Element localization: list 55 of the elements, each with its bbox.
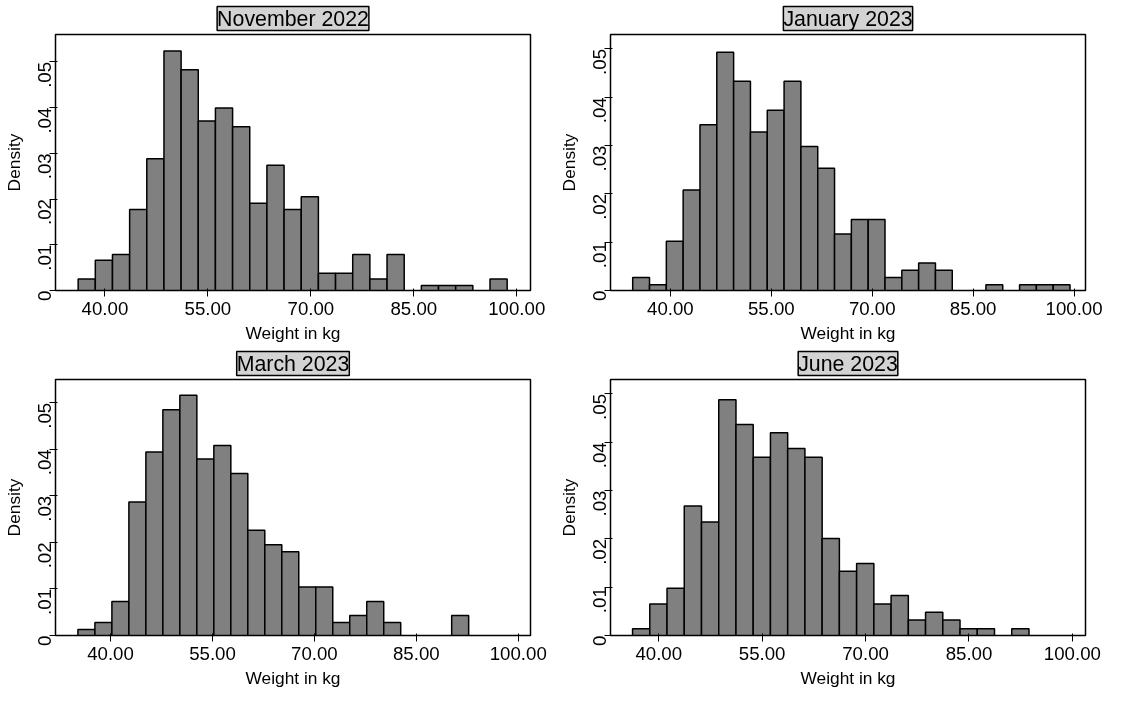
y-tick-label: .05 bbox=[34, 402, 55, 429]
x-tick-label: 70.00 bbox=[287, 297, 335, 319]
y-tick-label: .04 bbox=[589, 97, 610, 124]
x-tick-label: 55.00 bbox=[738, 642, 786, 664]
y-axis-title: Density bbox=[558, 478, 579, 537]
y-tick-label: .05 bbox=[34, 61, 55, 88]
y-tick-label: .03 bbox=[34, 495, 55, 522]
x-tick-label: 55.00 bbox=[189, 642, 236, 664]
x-tick-label: 70.00 bbox=[842, 642, 889, 664]
y-tick-label: 0 bbox=[589, 635, 610, 646]
x-tick-label: 55.00 bbox=[747, 297, 795, 319]
x-tick-label: 40.00 bbox=[635, 642, 683, 664]
x-tick-label: 70.00 bbox=[291, 642, 338, 664]
y-tick-label: .03 bbox=[589, 490, 610, 517]
y-tick-label: .04 bbox=[34, 107, 55, 134]
x-tick-label: 100.00 bbox=[489, 642, 547, 664]
x-tick-label: 85.00 bbox=[390, 297, 438, 319]
y-tick-label: .02 bbox=[34, 199, 55, 226]
y-axis-title: Density bbox=[3, 133, 24, 192]
y-tick-label: .01 bbox=[34, 244, 55, 271]
x-axis-title: Weight in kg bbox=[800, 322, 896, 343]
y-tick-label: .02 bbox=[34, 542, 55, 569]
y-tick-label: .02 bbox=[589, 193, 610, 220]
x-tick-label: 100.00 bbox=[1045, 297, 1103, 319]
y-tick-label: 0 bbox=[34, 635, 55, 646]
x-tick-label: 55.00 bbox=[184, 297, 232, 319]
y-tick-label: .05 bbox=[589, 48, 610, 75]
y-tick-label: .04 bbox=[34, 449, 55, 476]
x-axis-title: Weight in kg bbox=[245, 667, 341, 688]
x-tick-label: 100.00 bbox=[488, 297, 546, 319]
chart-title: January 2023 bbox=[783, 6, 913, 31]
x-tick-label: 85.00 bbox=[945, 642, 993, 664]
x-tick-label: 85.00 bbox=[949, 297, 997, 319]
x-axis-title: Weight in kg bbox=[245, 322, 341, 343]
y-tick-label: .03 bbox=[589, 145, 610, 172]
y-tick-label: 0 bbox=[589, 290, 610, 301]
chart-title: November 2022 bbox=[217, 6, 369, 31]
y-axis-title: Density bbox=[3, 478, 24, 537]
y-tick-label: .01 bbox=[589, 587, 610, 614]
x-tick-label: 40.00 bbox=[87, 642, 134, 664]
y-tick-label: .01 bbox=[34, 588, 55, 615]
y-tick-label: .01 bbox=[589, 242, 610, 269]
x-tick-label: 70.00 bbox=[848, 297, 896, 319]
y-axis-title: Density bbox=[558, 133, 579, 192]
y-tick-label: 0 bbox=[34, 290, 55, 301]
y-tick-label: .04 bbox=[589, 442, 610, 469]
y-tick-label: .03 bbox=[34, 153, 55, 180]
x-tick-label: 40.00 bbox=[647, 297, 694, 319]
chart-title: March 2023 bbox=[236, 351, 350, 376]
x-tick-label: 100.00 bbox=[1043, 642, 1101, 664]
x-tick-label: 40.00 bbox=[81, 297, 129, 319]
y-tick-label: .05 bbox=[589, 393, 610, 420]
x-tick-label: 85.00 bbox=[392, 642, 440, 664]
x-axis-title: Weight in kg bbox=[800, 667, 896, 688]
y-tick-label: .02 bbox=[589, 538, 610, 565]
